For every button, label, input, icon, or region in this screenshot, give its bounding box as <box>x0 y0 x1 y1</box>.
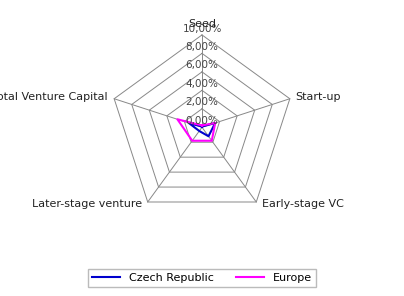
Text: 8,00%: 8,00% <box>185 42 219 52</box>
Text: Early-stage VC: Early-stage VC <box>262 199 344 209</box>
Text: 0,00%: 0,00% <box>185 116 219 126</box>
Legend: Czech Republic, Europe: Czech Republic, Europe <box>88 268 316 287</box>
Text: Later-stage venture: Later-stage venture <box>32 199 142 209</box>
Text: 4,00%: 4,00% <box>185 79 219 89</box>
Text: Seed: Seed <box>188 19 216 29</box>
Text: Start-up: Start-up <box>295 92 341 102</box>
Text: 10,00%: 10,00% <box>182 24 222 33</box>
Text: 2,00%: 2,00% <box>185 97 219 107</box>
Text: Total Venture Capital: Total Venture Capital <box>0 92 108 102</box>
Text: 6,00%: 6,00% <box>185 60 219 70</box>
